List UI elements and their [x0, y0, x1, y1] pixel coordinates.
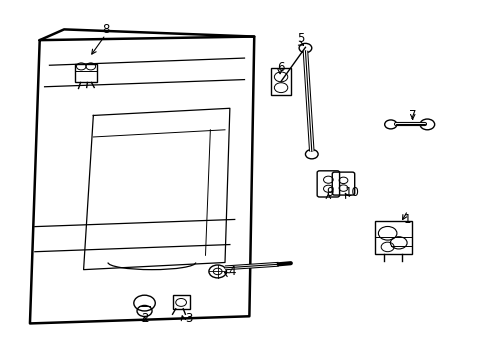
Bar [271, 68, 290, 95]
Text: 3: 3 [184, 311, 192, 325]
Text: 9: 9 [325, 186, 333, 199]
Text: 8: 8 [102, 23, 109, 36]
Bar [75, 64, 97, 82]
Text: 6: 6 [277, 60, 284, 73]
Text: 5: 5 [296, 32, 304, 45]
Text: 7: 7 [408, 109, 416, 122]
Text: 4: 4 [228, 265, 236, 278]
Bar [172, 294, 189, 309]
Bar [374, 221, 411, 254]
Text: 2: 2 [141, 311, 148, 325]
Text: 10: 10 [344, 186, 359, 199]
Text: 1: 1 [403, 213, 411, 226]
